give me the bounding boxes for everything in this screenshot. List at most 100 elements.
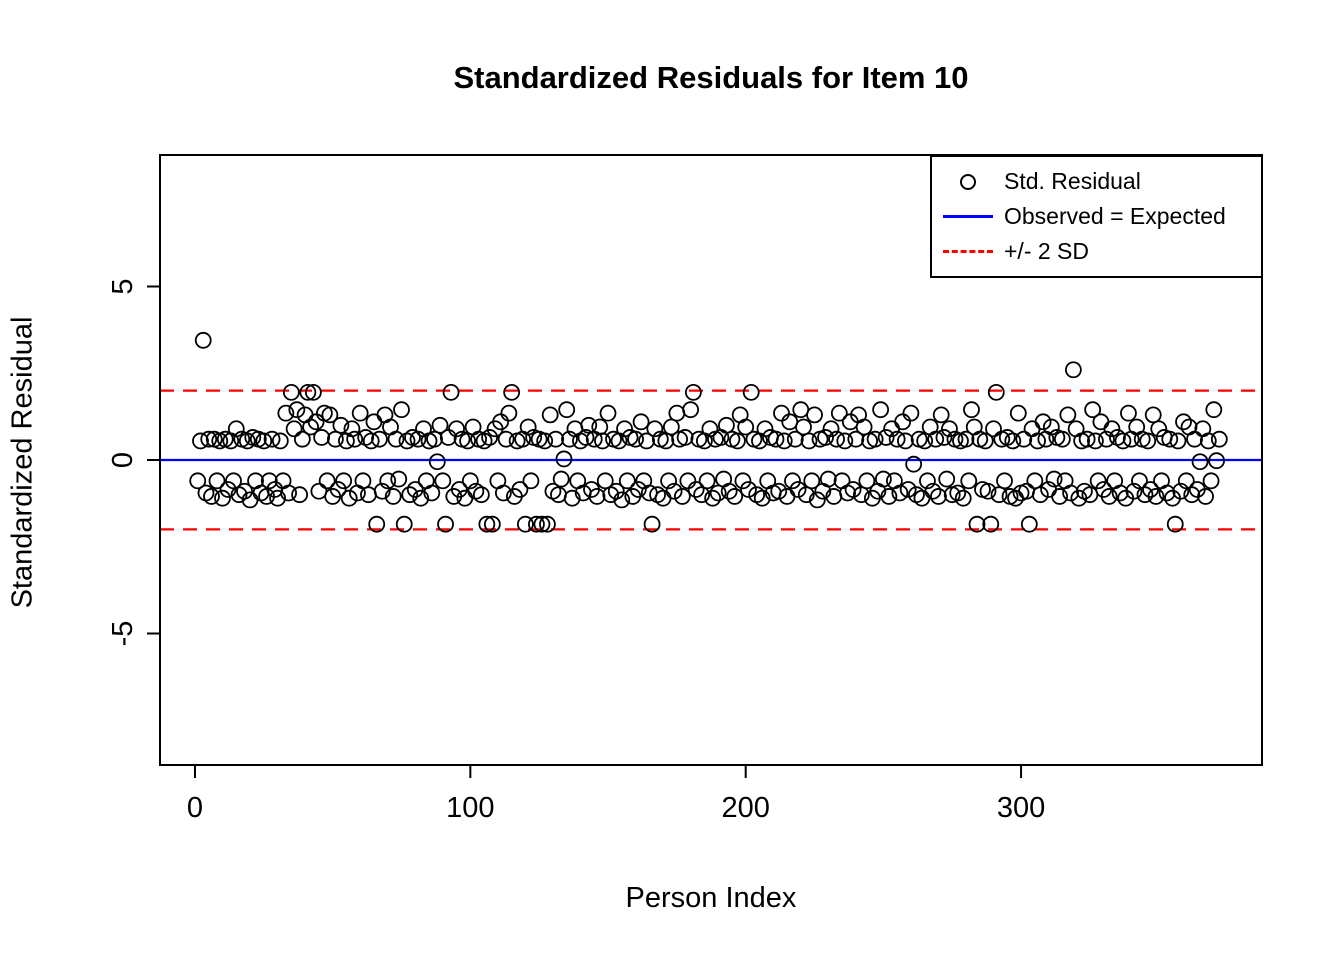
legend-item-observed-expected: Observed = Expected [932, 203, 1261, 230]
solid-line-icon [932, 215, 1004, 218]
data-point [1161, 430, 1179, 448]
data-point [616, 420, 633, 438]
legend-label: +/- 2 SD [1004, 238, 1090, 264]
dashed-line-icon [932, 250, 1004, 253]
data-point [461, 472, 479, 490]
data-point [321, 406, 339, 424]
data-point [1205, 401, 1223, 419]
data-point [1100, 488, 1118, 505]
data-point [536, 432, 554, 450]
data-point [897, 432, 914, 450]
data-point [472, 486, 490, 504]
data-point [269, 489, 286, 507]
data-point [996, 472, 1013, 490]
data-point [773, 404, 790, 422]
data-point [335, 472, 353, 490]
data-point [795, 418, 812, 436]
data-point [858, 472, 876, 490]
data-point [1062, 484, 1080, 502]
data-point [676, 429, 694, 446]
data-point [428, 453, 446, 471]
data-point [406, 481, 424, 498]
data-point [844, 481, 862, 498]
data-point [866, 430, 884, 448]
data-point [718, 416, 735, 434]
data-point [1166, 515, 1184, 533]
data-point [924, 482, 942, 500]
data-point [431, 416, 449, 434]
data-point [828, 430, 845, 448]
data-point [789, 481, 807, 498]
data-point [588, 488, 606, 505]
data-point [1202, 472, 1220, 490]
data-point [649, 486, 666, 504]
data-point [313, 429, 331, 446]
data-point [442, 383, 460, 401]
data-point [1045, 470, 1063, 488]
data-point [280, 484, 297, 502]
data-point [607, 482, 625, 500]
data-point [817, 429, 834, 446]
data-point [698, 472, 716, 490]
data-point [371, 430, 388, 448]
data-point [654, 489, 672, 507]
data-point [1169, 432, 1187, 450]
data-point [891, 484, 909, 502]
x-tick-label: 100 [446, 792, 494, 824]
data-point [957, 430, 975, 448]
data-point [638, 432, 655, 450]
data-point [1199, 432, 1217, 450]
data-point [214, 489, 231, 507]
data-point [806, 406, 823, 424]
y-tick-label: -5 [107, 621, 139, 647]
data-point [541, 406, 559, 424]
data-point [384, 488, 402, 505]
data-point [547, 430, 565, 448]
data-point [282, 383, 300, 401]
data-point [475, 432, 493, 450]
data-point [393, 401, 410, 419]
data-point [1109, 429, 1126, 446]
data-point [1191, 453, 1209, 471]
data-point [1144, 406, 1162, 424]
data-point [1131, 472, 1148, 490]
data-point [1136, 486, 1154, 504]
data-point [662, 418, 680, 436]
data-point [742, 383, 760, 401]
data-point [643, 515, 661, 533]
data-point [1120, 404, 1137, 422]
data-point [1084, 401, 1102, 419]
data-point [1018, 482, 1035, 500]
data-point [558, 401, 576, 419]
data-point [1139, 432, 1157, 450]
data-point [665, 482, 683, 500]
data-point [456, 489, 474, 507]
data-point [260, 472, 278, 490]
data-point [236, 482, 253, 500]
data-point [365, 413, 383, 431]
data-point [982, 515, 1000, 533]
data-point [387, 430, 405, 448]
data-point [1125, 482, 1143, 500]
data-point [263, 430, 281, 448]
data-point [913, 489, 931, 507]
data-point [819, 470, 837, 488]
data-point [627, 430, 644, 448]
data-point [1004, 432, 1022, 450]
data-point [362, 432, 380, 450]
data-point [770, 482, 788, 500]
data-point [729, 432, 746, 450]
data-point [740, 481, 757, 498]
data-point [613, 491, 631, 509]
data-point [310, 482, 328, 500]
data-point [852, 486, 870, 504]
data-point [340, 489, 358, 507]
y-tick-label: 5 [107, 278, 139, 294]
data-point [1208, 452, 1225, 470]
data-point [963, 401, 980, 419]
data-point [919, 472, 936, 490]
data-point [450, 481, 468, 498]
data-point [481, 429, 499, 446]
